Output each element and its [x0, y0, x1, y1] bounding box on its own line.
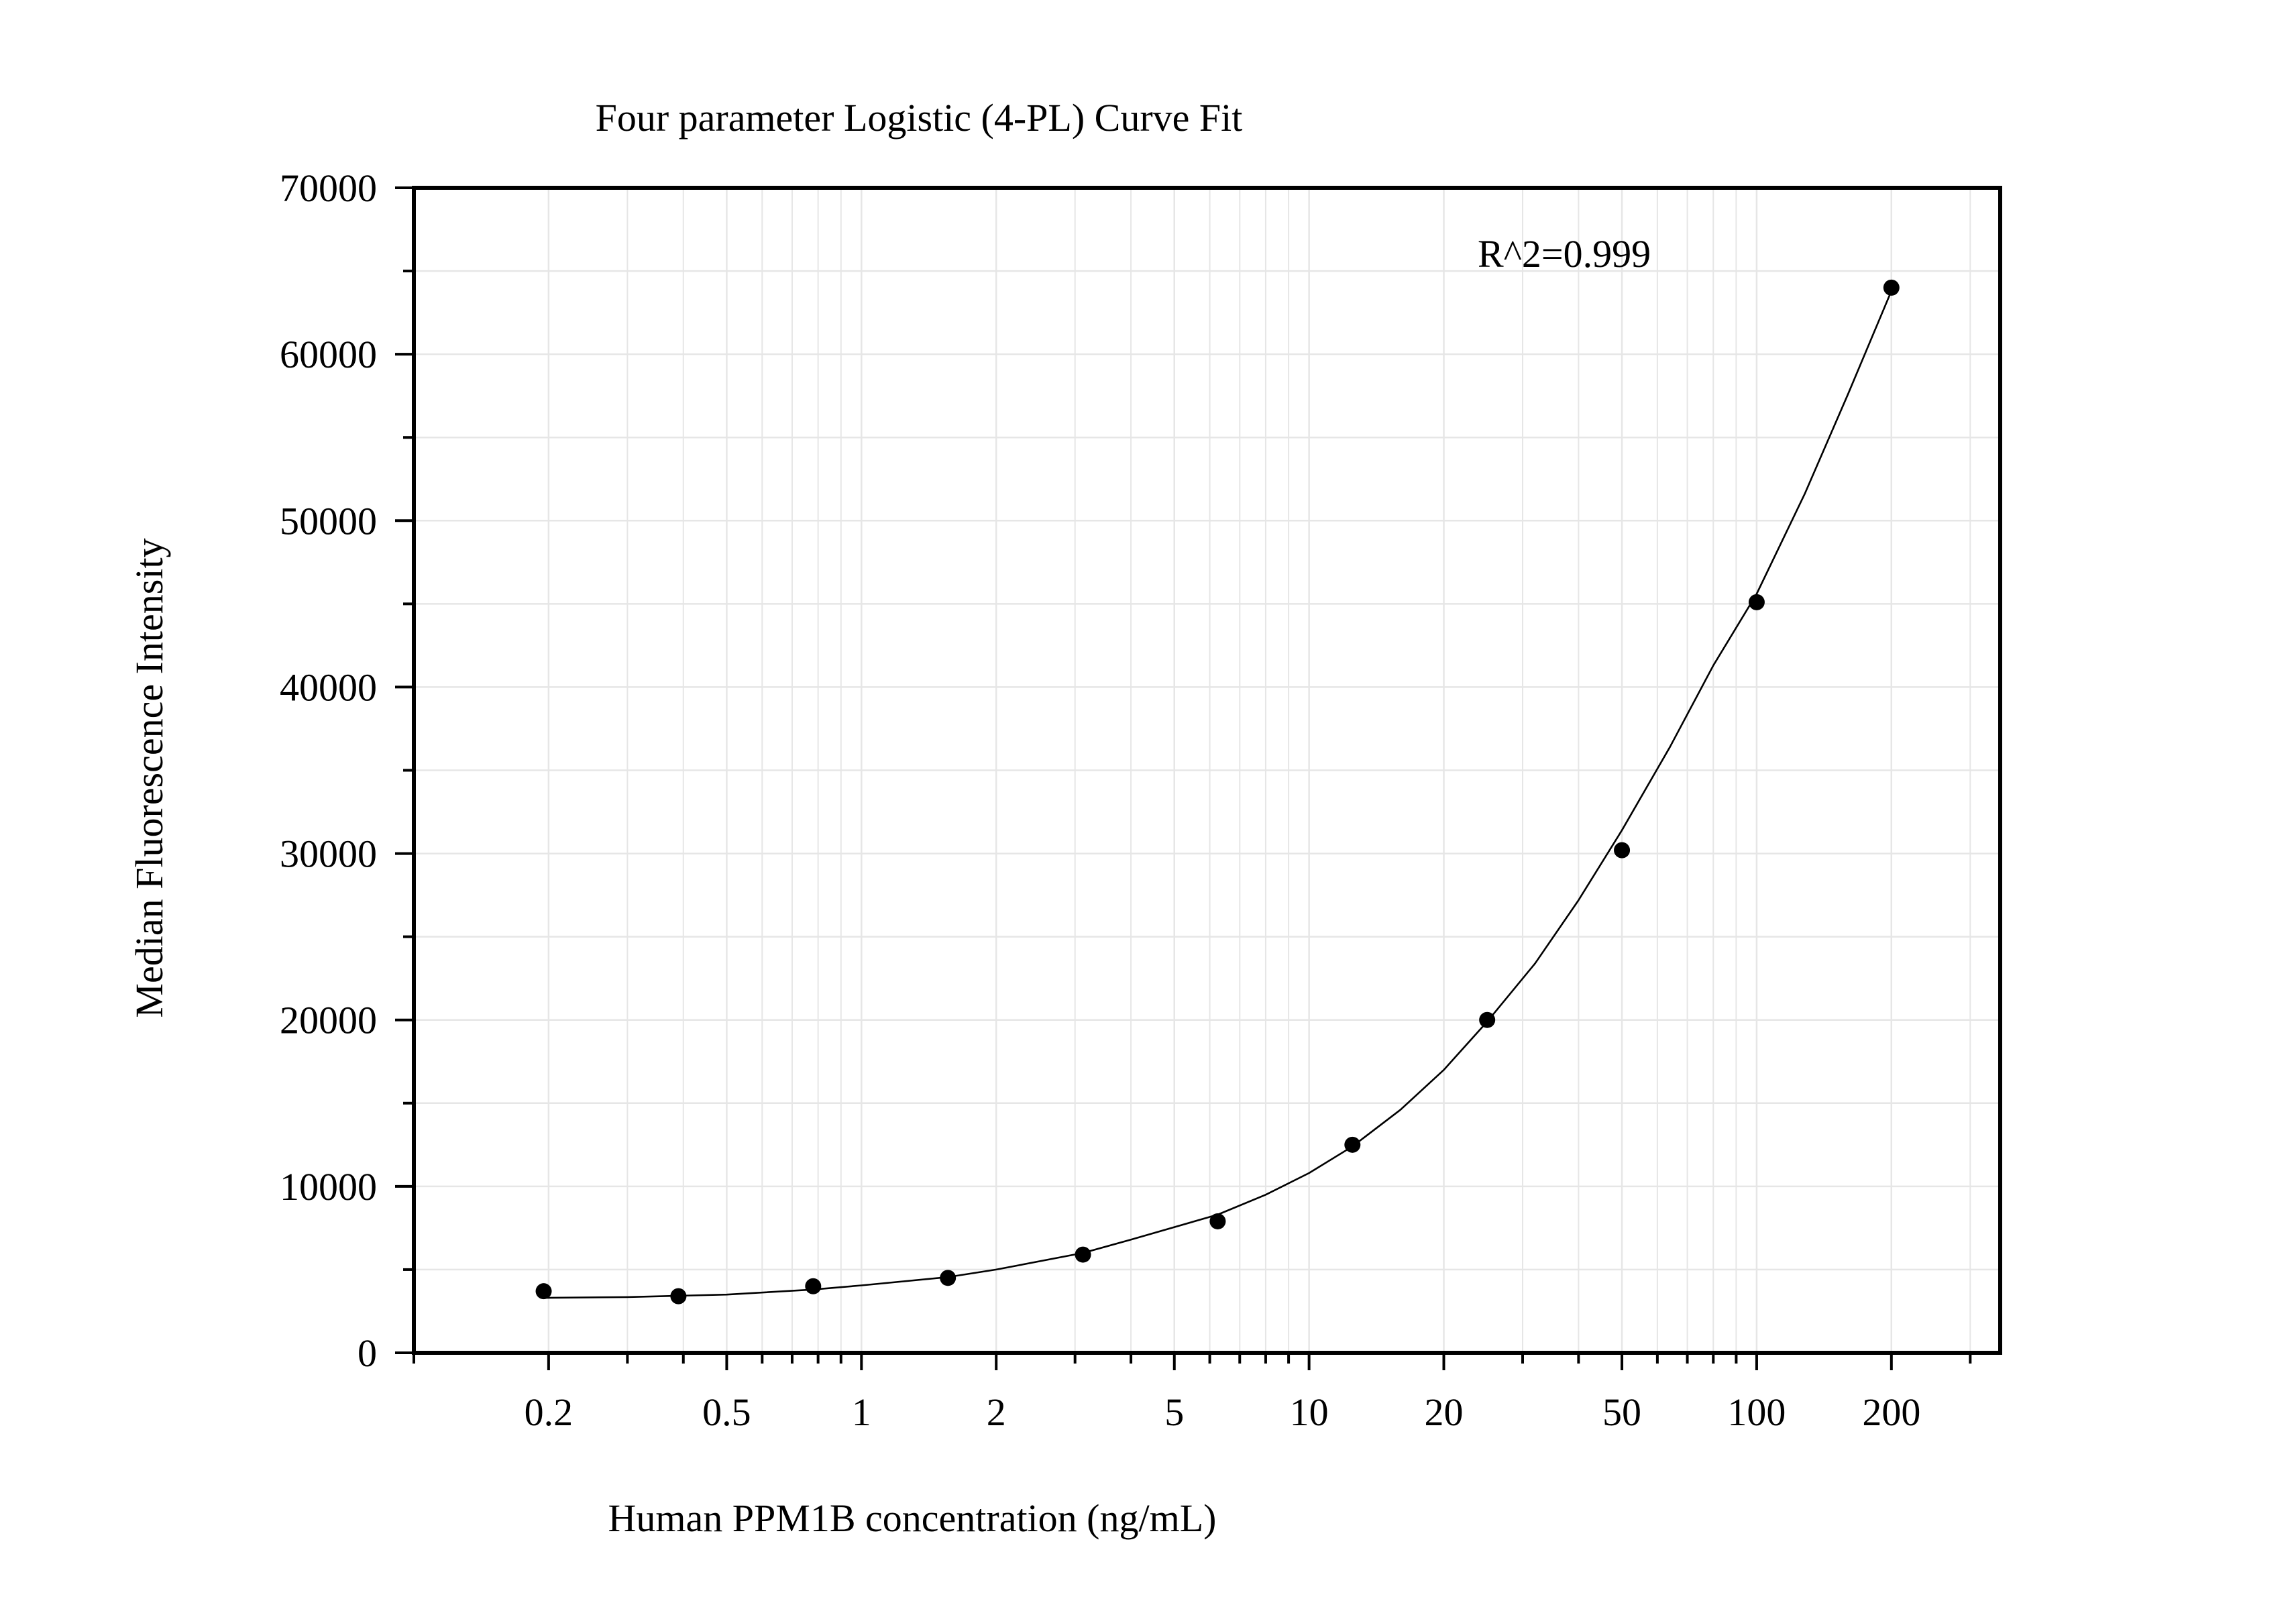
data-point [1748, 594, 1765, 610]
chart-title: Four parameter Logistic (4-PL) Curve Fit [596, 96, 1243, 140]
x-tick-label: 200 [1862, 1390, 1920, 1434]
y-tick-label: 0 [358, 1331, 377, 1375]
x-tick-label: 1 [852, 1390, 871, 1434]
y-axis-label: Median Fluorescence Intensity [127, 538, 171, 1017]
y-tick-label: 10000 [280, 1165, 377, 1209]
y-tick-label: 30000 [280, 832, 377, 876]
r-squared-annotation: R^2=0.999 [1478, 232, 1651, 276]
x-tick-label: 0.5 [702, 1390, 751, 1434]
y-tick-label: 60000 [280, 333, 377, 376]
x-tick-label: 20 [1425, 1390, 1464, 1434]
y-tick-label: 50000 [280, 499, 377, 543]
data-point [940, 1270, 956, 1286]
y-tick-label: 70000 [280, 166, 377, 210]
x-tick-label: 10 [1290, 1390, 1329, 1434]
data-point [1344, 1136, 1361, 1153]
tick-layer [395, 186, 1972, 1370]
data-point [1209, 1213, 1226, 1229]
y-tick-label: 20000 [280, 999, 377, 1042]
data-point [1883, 279, 1900, 296]
data-point [535, 1283, 552, 1300]
data-point [805, 1278, 822, 1294]
x-tick-label: 100 [1727, 1390, 1786, 1434]
data-point [1075, 1246, 1091, 1263]
x-tick-label: 2 [987, 1390, 1006, 1434]
y-tick-label: 40000 [280, 665, 377, 709]
label-layer: Four parameter Logistic (4-PL) Curve Fit… [127, 96, 1920, 1540]
x-tick-label: 0.2 [525, 1390, 573, 1434]
grid-layer [414, 188, 2000, 1353]
data-point [1614, 842, 1631, 858]
marker-layer [535, 279, 1900, 1305]
x-axis-label: Human PPM1B concentration (ng/mL) [608, 1496, 1217, 1540]
x-tick-label: 50 [1602, 1390, 1641, 1434]
data-point [1479, 1011, 1496, 1028]
x-tick-label: 5 [1164, 1390, 1184, 1434]
data-point [670, 1288, 687, 1305]
